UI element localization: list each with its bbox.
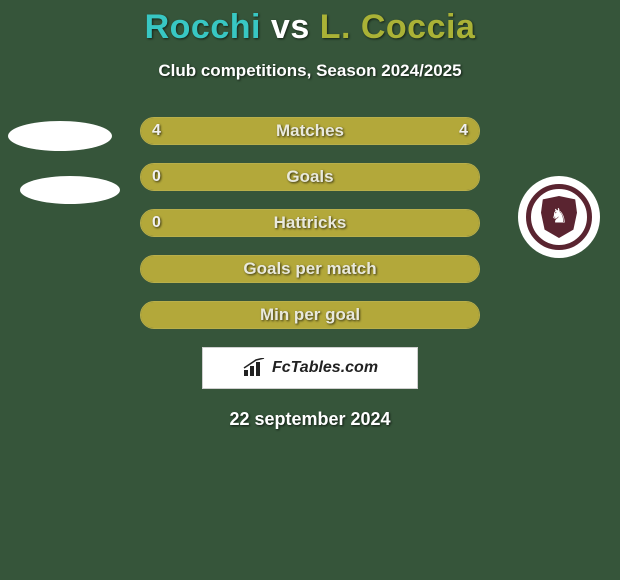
bars-icon	[242, 358, 266, 378]
stat-left-value: 4	[152, 117, 161, 145]
title-vs: vs	[271, 8, 310, 46]
attribution-text: FcTables.com	[272, 359, 378, 377]
title-player-left: Rocchi	[145, 8, 261, 46]
stat-row: Goals per match	[0, 255, 620, 287]
title-player-right: L. Coccia	[320, 8, 476, 46]
subtitle: Club competitions, Season 2024/2025	[0, 61, 620, 81]
stat-bar-label: Matches	[140, 117, 480, 145]
stat-bar-label: Hattricks	[140, 209, 480, 237]
attribution-box: FcTables.com	[202, 347, 418, 389]
stat-bar-label: Goals	[140, 163, 480, 191]
stat-left-value: 0	[152, 163, 161, 191]
page-title: Rocchi vs L. Coccia	[0, 0, 620, 47]
stat-bar-label: Min per goal	[140, 301, 480, 329]
stat-row: Min per goal	[0, 301, 620, 333]
team-crest-right: ♞	[518, 176, 600, 258]
horse-icon: ♞	[550, 207, 568, 227]
stat-right-value: 4	[459, 117, 468, 145]
team-crest-left-placeholder	[20, 176, 120, 204]
date-text: 22 september 2024	[0, 409, 620, 430]
team-crest-left-placeholder	[8, 121, 112, 151]
stat-bar-label: Goals per match	[140, 255, 480, 283]
stat-left-value: 0	[152, 209, 161, 237]
